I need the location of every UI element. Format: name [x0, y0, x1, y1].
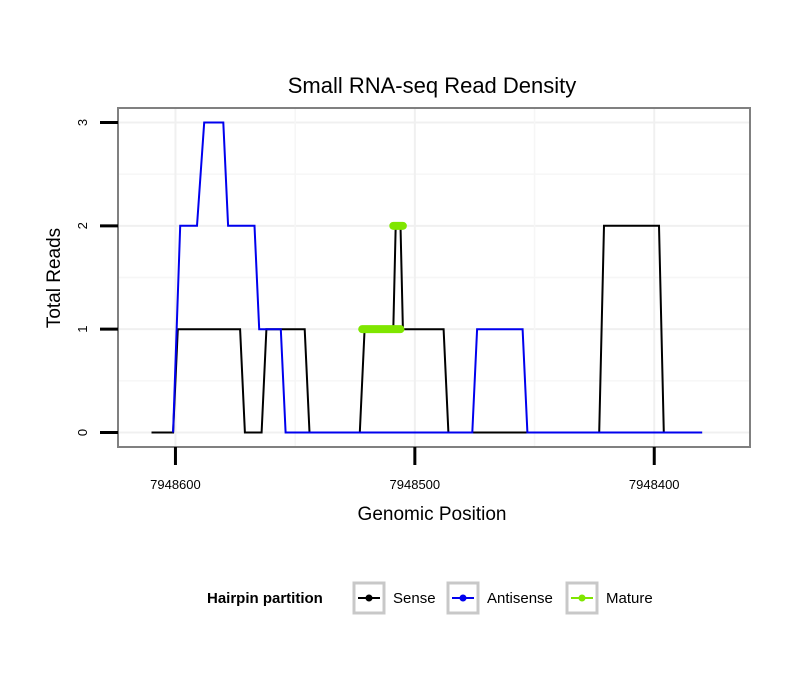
x-tick-label: 7948400: [629, 477, 680, 492]
y-tick-label: 1: [75, 326, 90, 333]
series-antisense-line: [172, 121, 703, 434]
legend-key-point: [578, 594, 586, 602]
y-axis: 0 1 2 3: [75, 119, 118, 436]
x-tick-label: 7948600: [150, 477, 201, 492]
y-axis-title: Total Reads: [44, 228, 65, 328]
y-tick-label: 2: [75, 222, 90, 229]
x-tick-label: 7948500: [390, 477, 441, 492]
legend-key-point: [365, 594, 373, 602]
legend-title: Hairpin partition: [207, 590, 323, 607]
legend: Hairpin partition Sense Antisense Mature: [207, 581, 653, 615]
x-axis-title: Genomic Position: [358, 504, 507, 525]
legend-label-mature: Mature: [606, 590, 653, 607]
legend-label-sense: Sense: [393, 590, 436, 607]
plot-border: [117, 107, 751, 448]
y-tick-label: 3: [75, 119, 90, 126]
y-tick-label: 0: [75, 429, 90, 436]
series-layer: [151, 121, 703, 434]
legend-label-antisense: Antisense: [487, 590, 553, 607]
legend-key-point: [459, 594, 467, 602]
x-axis: 7948600 7948500 7948400: [150, 447, 680, 492]
chart-title: Small RNA-seq Read Density: [288, 73, 577, 98]
